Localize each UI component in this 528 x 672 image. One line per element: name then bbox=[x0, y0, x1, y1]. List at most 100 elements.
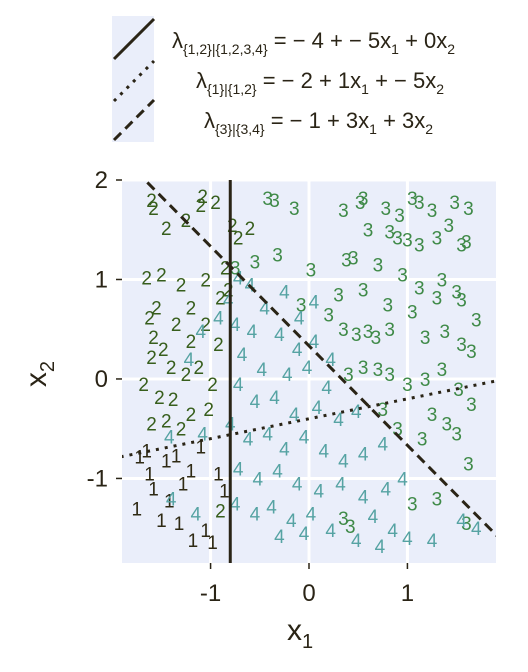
point-class-3: 3 bbox=[296, 295, 307, 316]
point-class-3: 3 bbox=[466, 395, 477, 416]
point-class-2: 2 bbox=[176, 275, 187, 296]
point-class-4: 4 bbox=[230, 315, 241, 336]
point-class-4: 4 bbox=[166, 489, 177, 510]
point-class-2: 2 bbox=[193, 358, 204, 379]
point-class-3: 3 bbox=[358, 189, 369, 210]
point-class-3: 3 bbox=[272, 246, 283, 267]
point-class-4: 4 bbox=[274, 325, 285, 346]
point-class-4: 4 bbox=[279, 282, 290, 303]
point-class-4: 4 bbox=[325, 521, 336, 542]
boundary-line-dashed bbox=[142, 180, 496, 537]
point-class-2: 2 bbox=[223, 280, 234, 301]
point-class-3: 3 bbox=[269, 191, 280, 212]
point-class-4: 4 bbox=[292, 474, 303, 495]
point-class-3: 3 bbox=[414, 193, 425, 214]
point-class-3: 3 bbox=[432, 229, 443, 250]
point-class-4: 4 bbox=[164, 428, 175, 449]
point-class-3: 3 bbox=[437, 360, 448, 381]
point-class-3: 3 bbox=[338, 201, 349, 222]
y-axis-label: x2 bbox=[20, 361, 59, 387]
point-class-4: 4 bbox=[299, 524, 310, 545]
point-class-3: 3 bbox=[397, 266, 408, 287]
point-class-4: 4 bbox=[269, 388, 280, 409]
point-class-3: 3 bbox=[384, 320, 395, 341]
point-class-2: 2 bbox=[227, 216, 238, 237]
point-class-2: 2 bbox=[171, 315, 182, 336]
point-class-4: 4 bbox=[262, 425, 273, 446]
point-class-4: 4 bbox=[378, 435, 389, 456]
point-class-2: 2 bbox=[161, 412, 172, 433]
point-class-3: 3 bbox=[373, 256, 384, 277]
point-class-3: 3 bbox=[471, 310, 482, 331]
point-class-3: 3 bbox=[427, 405, 438, 426]
point-class-3: 3 bbox=[341, 251, 352, 272]
point-class-4: 4 bbox=[230, 494, 241, 515]
point-class-4: 4 bbox=[223, 290, 234, 311]
point-class-2: 2 bbox=[144, 308, 155, 329]
point-class-1: 1 bbox=[156, 511, 167, 532]
point-class-4: 4 bbox=[321, 378, 332, 399]
point-class-2: 2 bbox=[148, 199, 159, 220]
point-class-4: 4 bbox=[197, 425, 208, 446]
point-class-4: 4 bbox=[456, 511, 467, 532]
point-class-4: 4 bbox=[184, 350, 195, 371]
point-class-2: 2 bbox=[233, 229, 244, 250]
point-class-2: 2 bbox=[146, 415, 157, 436]
point-class-4: 4 bbox=[233, 375, 244, 396]
point-class-4: 4 bbox=[294, 308, 305, 329]
legend-label-1: λ{1,2}|{1,2,3,4} = − 4 + − 5x1 + 0x2 bbox=[172, 28, 455, 57]
point-class-3: 3 bbox=[355, 193, 366, 214]
point-class-3: 3 bbox=[363, 322, 374, 343]
point-class-1: 1 bbox=[213, 464, 224, 485]
point-class-3: 3 bbox=[363, 221, 374, 242]
point-class-4: 4 bbox=[368, 507, 379, 528]
point-class-2: 2 bbox=[245, 219, 256, 240]
point-class-2: 2 bbox=[200, 315, 211, 336]
point-class-4: 4 bbox=[191, 504, 202, 525]
point-class-2: 2 bbox=[168, 390, 179, 411]
point-class-1: 1 bbox=[134, 448, 145, 469]
point-class-3: 3 bbox=[417, 430, 428, 451]
point-class-4: 4 bbox=[250, 504, 261, 525]
point-class-4: 4 bbox=[309, 292, 320, 313]
point-class-4: 4 bbox=[375, 537, 386, 558]
point-class-1: 1 bbox=[161, 452, 172, 473]
point-class-4: 4 bbox=[351, 531, 362, 552]
point-class-4: 4 bbox=[243, 430, 254, 451]
point-class-3: 3 bbox=[345, 517, 356, 538]
point-class-3: 3 bbox=[466, 342, 477, 363]
point-class-1: 1 bbox=[219, 481, 230, 502]
legend-line-dashed bbox=[112, 98, 156, 142]
point-class-3: 3 bbox=[451, 282, 462, 303]
point-class-3: 3 bbox=[456, 236, 467, 257]
point-class-3: 3 bbox=[384, 223, 395, 244]
point-class-4: 4 bbox=[471, 519, 482, 540]
point-class-3: 3 bbox=[323, 305, 334, 326]
legend-label-3: λ{3}|{3,4} = − 1 + 3x1 + 3x2 bbox=[204, 108, 433, 137]
point-class-3: 3 bbox=[402, 375, 413, 396]
point-class-3: 3 bbox=[382, 295, 393, 316]
legend-line-dotted bbox=[112, 59, 156, 103]
point-class-3: 3 bbox=[333, 285, 344, 306]
point-class-2: 2 bbox=[203, 400, 214, 421]
point-class-4: 4 bbox=[314, 481, 325, 502]
point-class-2: 2 bbox=[158, 340, 169, 361]
point-class-1: 1 bbox=[195, 438, 206, 459]
point-class-4: 4 bbox=[256, 360, 267, 381]
point-class-4: 4 bbox=[402, 529, 413, 550]
y-tick-label: 2 bbox=[95, 167, 108, 194]
point-class-3: 3 bbox=[371, 328, 382, 349]
point-class-4: 4 bbox=[351, 402, 362, 423]
y-tick-label: -1 bbox=[87, 465, 108, 492]
point-class-2: 2 bbox=[148, 328, 159, 349]
point-class-4: 4 bbox=[302, 358, 313, 379]
point-class-3: 3 bbox=[420, 370, 431, 391]
point-class-3: 3 bbox=[358, 280, 369, 301]
point-class-3: 3 bbox=[427, 201, 438, 222]
point-class-2: 2 bbox=[215, 288, 226, 309]
point-class-4: 4 bbox=[195, 322, 206, 343]
point-class-1: 1 bbox=[207, 533, 218, 554]
point-class-1: 1 bbox=[171, 447, 182, 468]
